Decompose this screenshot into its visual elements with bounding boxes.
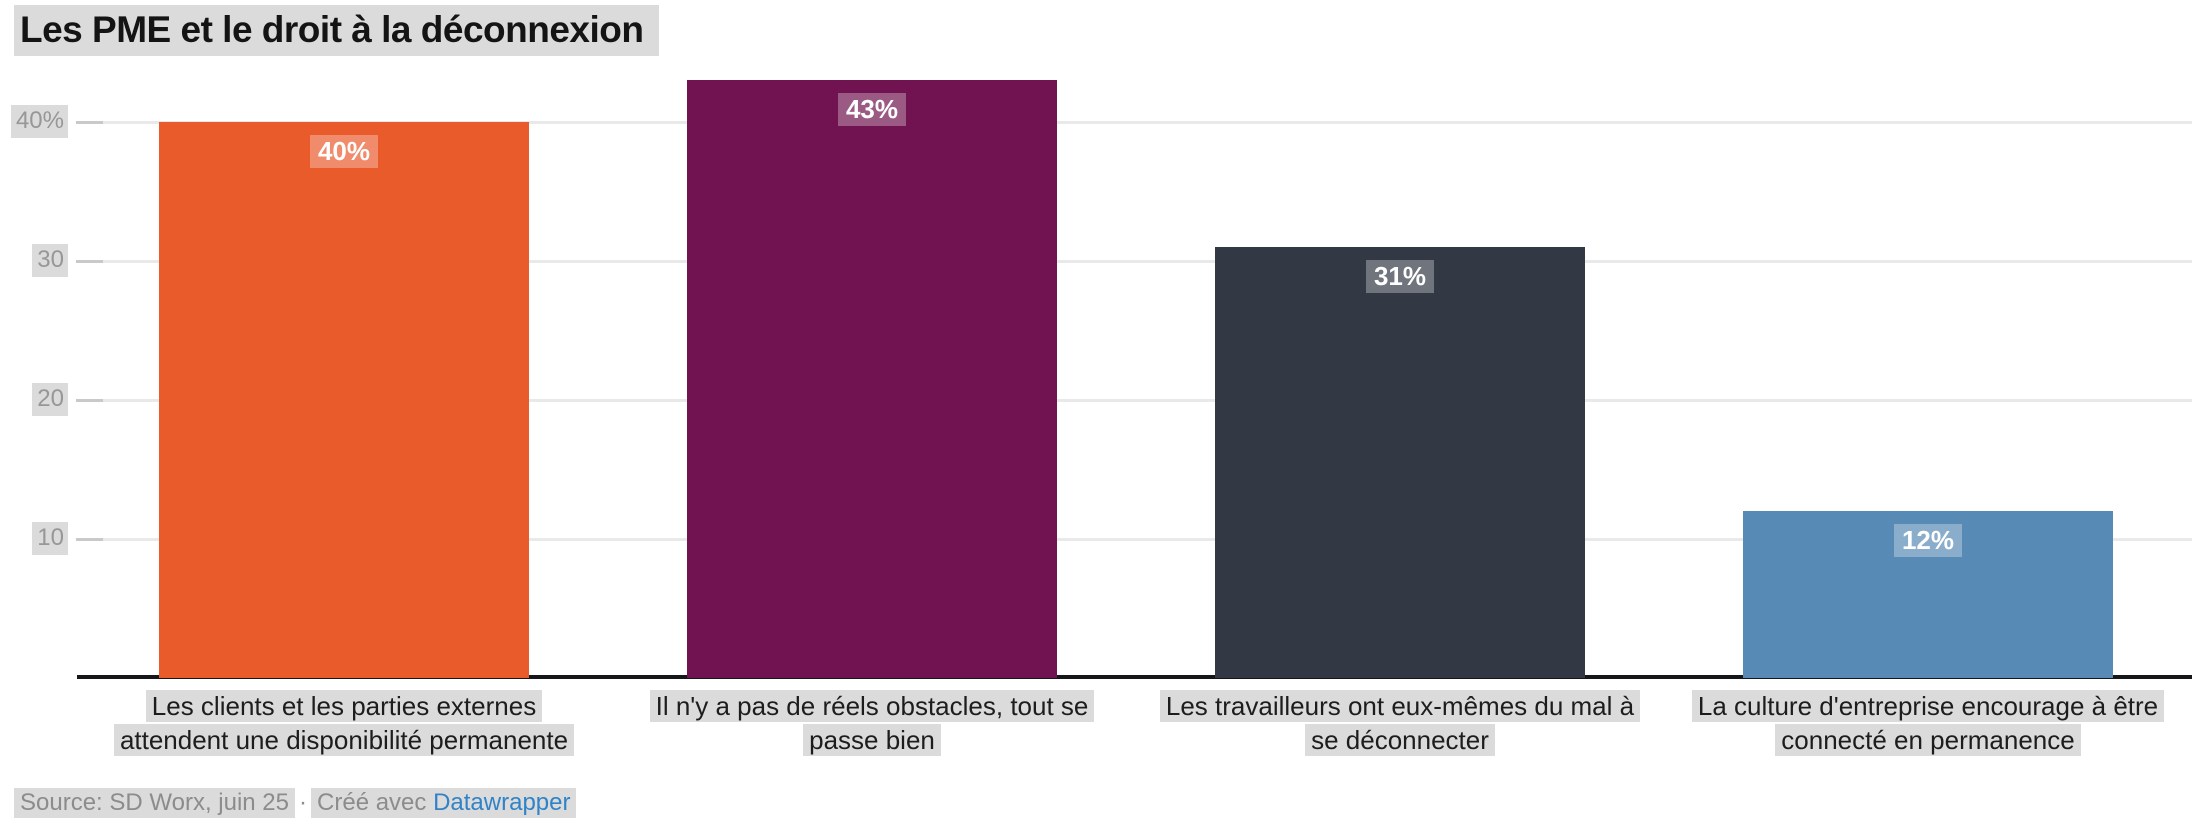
x-axis-line [77, 675, 2192, 679]
gridline-10 [76, 538, 2192, 541]
bar-value-label: 43% [837, 93, 907, 126]
y-tick-label-text: 10 [32, 522, 68, 555]
chart-title-text: Les PME et le droit à la déconnexion [14, 5, 660, 56]
bar-2[interactable]: 43% [687, 80, 1057, 678]
bar-value-label: 40% [309, 135, 379, 168]
credit-note: Créé avec Datawrapper [311, 788, 577, 818]
y-tick-label-10: 10 [0, 522, 68, 555]
tick-mark-20 [76, 399, 103, 402]
bar-1[interactable]: 40% [159, 122, 529, 678]
credit-prefix: Créé avec [317, 789, 427, 816]
source-note: Source: SD Worx, juin 25 [14, 788, 296, 818]
footer-separator: · [299, 789, 308, 816]
tick-mark-30 [76, 260, 103, 263]
plot-area: 10 20 30 40% 40% 43% 31% 12% [0, 60, 2192, 679]
y-tick-label-40: 40% [0, 105, 68, 138]
y-tick-label-text: 20 [32, 383, 68, 416]
gridline-40 [76, 121, 2192, 124]
x-category-label-text: Les travailleurs ont eux-mêmes du mal à … [1159, 690, 1641, 756]
y-tick-label-text: 40% [10, 105, 68, 138]
x-category-label-1: Les clients et les parties externes atte… [80, 689, 608, 757]
gridline-20 [76, 399, 2192, 402]
x-category-label-text: La culture d'entreprise encourage à être… [1691, 690, 2165, 756]
x-category-label-text: Les clients et les parties externes atte… [113, 690, 575, 756]
bar-4[interactable]: 12% [1743, 511, 2113, 678]
y-tick-label-30: 30 [0, 244, 68, 277]
x-category-label-3: Les travailleurs ont eux-mêmes du mal à … [1136, 689, 1664, 757]
datawrapper-link[interactable]: Datawrapper [433, 789, 571, 816]
bar-value-label: 31% [1365, 260, 1435, 293]
gridline-30 [76, 260, 2192, 263]
tick-mark-40 [76, 121, 103, 124]
bar-3[interactable]: 31% [1215, 247, 1585, 678]
footer: Source: SD Worx, juin 25 · Créé avec Dataw… [14, 788, 577, 818]
bar-value-label: 12% [1893, 524, 1963, 557]
x-category-label-2: Il n'y a pas de réels obstacles, tout se… [608, 689, 1136, 757]
x-axis-labels: Les clients et les parties externes atte… [80, 689, 2192, 757]
x-category-label-text: Il n'y a pas de réels obstacles, tout se… [649, 690, 1095, 756]
x-category-label-4: La culture d'entreprise encourage à être… [1664, 689, 2192, 757]
tick-mark-10 [76, 538, 103, 541]
y-tick-label-20: 20 [0, 383, 68, 416]
y-tick-label-text: 30 [32, 244, 68, 277]
chart-title: Les PME et le droit à la déconnexion [14, 5, 660, 56]
